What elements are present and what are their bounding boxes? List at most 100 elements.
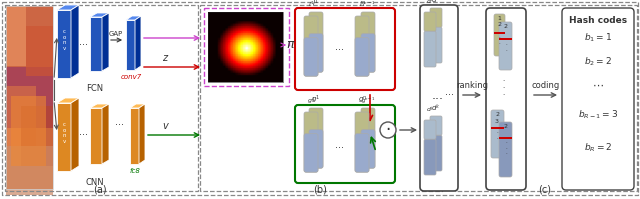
FancyBboxPatch shape <box>295 8 395 90</box>
Polygon shape <box>57 5 79 10</box>
FancyBboxPatch shape <box>355 16 369 76</box>
Polygon shape <box>90 13 109 17</box>
Text: FCN: FCN <box>86 84 104 93</box>
FancyBboxPatch shape <box>361 34 375 72</box>
Text: ···: ··· <box>445 90 454 100</box>
Bar <box>208 12 283 82</box>
Text: $l^1$: $l^1$ <box>308 0 314 9</box>
FancyBboxPatch shape <box>309 108 323 168</box>
Polygon shape <box>90 17 102 71</box>
Polygon shape <box>90 108 102 164</box>
FancyBboxPatch shape <box>486 8 526 190</box>
FancyBboxPatch shape <box>424 31 436 67</box>
FancyBboxPatch shape <box>424 139 436 175</box>
Text: conv7: conv7 <box>120 74 141 80</box>
Bar <box>6 6 53 67</box>
Text: c
o
n
v: c o n v <box>62 122 66 144</box>
Bar <box>6 146 53 195</box>
Bar <box>200 5 442 191</box>
Polygon shape <box>130 104 145 108</box>
Text: ranking: ranking <box>456 81 488 90</box>
FancyBboxPatch shape <box>304 16 318 76</box>
Text: coding: coding <box>532 81 560 90</box>
Text: $g^1$: $g^1$ <box>307 96 316 106</box>
Text: v: v <box>162 121 168 131</box>
Polygon shape <box>126 16 141 20</box>
Text: ···: ··· <box>79 130 88 140</box>
Bar <box>26 26 53 76</box>
Text: $\cdots$: $\cdots$ <box>592 80 604 90</box>
Bar <box>6 128 53 189</box>
FancyBboxPatch shape <box>361 12 375 72</box>
FancyBboxPatch shape <box>430 135 442 171</box>
Text: fc8: fc8 <box>129 168 140 174</box>
FancyBboxPatch shape <box>424 12 436 31</box>
Text: $l^1$: $l^1$ <box>312 0 319 9</box>
Circle shape <box>380 122 396 138</box>
FancyBboxPatch shape <box>304 134 318 172</box>
Text: ···: ··· <box>115 120 125 130</box>
Text: $g^n$: $g^n$ <box>358 95 368 106</box>
Bar <box>499 38 512 39</box>
Text: ·
·
·: · · · <box>505 140 507 157</box>
FancyBboxPatch shape <box>361 108 375 168</box>
Text: ···: ··· <box>432 94 444 106</box>
FancyBboxPatch shape <box>430 27 442 63</box>
Text: $g^1$: $g^1$ <box>311 94 321 106</box>
FancyBboxPatch shape <box>295 105 395 183</box>
Text: $b_2=2$: $b_2=2$ <box>584 56 612 68</box>
FancyBboxPatch shape <box>361 130 375 168</box>
Text: ·: · <box>385 121 390 139</box>
Polygon shape <box>126 20 135 70</box>
Text: ···: ··· <box>335 143 344 153</box>
Text: GAP: GAP <box>109 31 123 37</box>
Text: $b_{R-1}=3$: $b_{R-1}=3$ <box>578 109 618 121</box>
Text: $g^{n-1}$: $g^{n-1}$ <box>362 96 376 106</box>
Polygon shape <box>102 13 109 71</box>
FancyBboxPatch shape <box>420 5 458 191</box>
Polygon shape <box>57 98 79 103</box>
Text: π: π <box>286 38 294 52</box>
Text: $l^n$: $l^n$ <box>360 0 367 9</box>
Text: Hash codes: Hash codes <box>569 16 627 25</box>
Bar <box>21 106 53 166</box>
Bar <box>494 32 505 33</box>
Bar <box>11 96 46 166</box>
Text: ·
·
·: · · · <box>502 78 504 98</box>
FancyBboxPatch shape <box>309 34 323 72</box>
FancyBboxPatch shape <box>424 120 436 139</box>
Text: 3: 3 <box>495 119 499 124</box>
Text: 2: 2 <box>497 22 501 27</box>
Text: $b_R=2$: $b_R=2$ <box>584 142 612 154</box>
Text: 2: 2 <box>504 124 508 129</box>
Bar <box>499 137 512 139</box>
Bar <box>5 5 198 191</box>
FancyBboxPatch shape <box>355 112 369 172</box>
FancyBboxPatch shape <box>491 110 504 158</box>
Text: ···: ··· <box>79 40 88 50</box>
Text: ·
·: · · <box>496 130 498 141</box>
Polygon shape <box>135 16 141 70</box>
Text: $d^i$: $d^i$ <box>426 0 434 6</box>
Text: ···: ··· <box>335 45 344 55</box>
Text: 1: 1 <box>497 16 501 21</box>
Bar <box>6 67 53 128</box>
Bar <box>204 8 289 86</box>
FancyBboxPatch shape <box>430 116 442 135</box>
Polygon shape <box>90 104 109 108</box>
Polygon shape <box>57 10 71 78</box>
Polygon shape <box>71 98 79 171</box>
FancyBboxPatch shape <box>309 130 323 168</box>
Text: c
o
n
v: c o n v <box>62 29 66 51</box>
Polygon shape <box>57 103 71 171</box>
Text: CNN: CNN <box>86 178 104 187</box>
Text: ·
·: · · <box>505 42 507 53</box>
Bar <box>6 6 26 66</box>
Text: 2: 2 <box>495 112 499 117</box>
FancyBboxPatch shape <box>562 8 634 190</box>
Bar <box>6 6 53 189</box>
Text: ·
·: · · <box>498 35 500 46</box>
Bar <box>6 6 53 189</box>
Polygon shape <box>71 5 79 78</box>
Text: (a): (a) <box>93 184 107 194</box>
